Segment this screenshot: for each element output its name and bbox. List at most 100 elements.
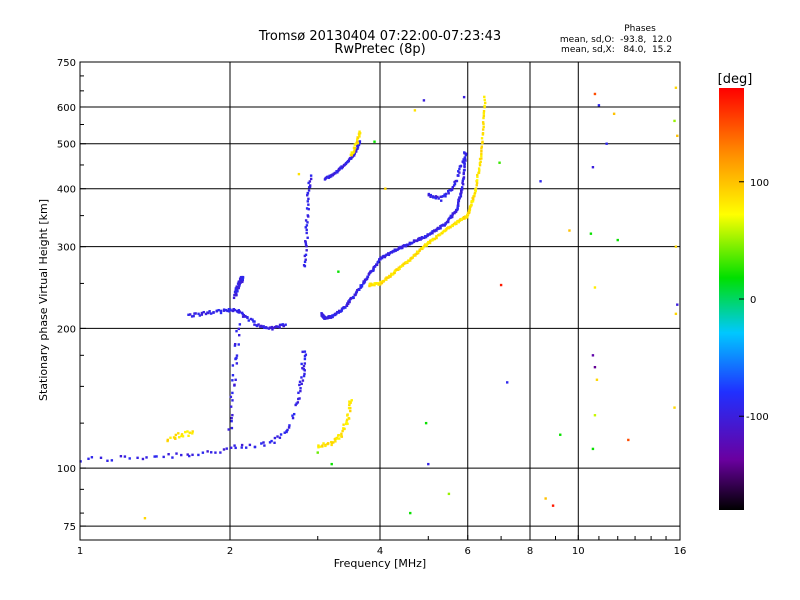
echo-point: [241, 278, 245, 282]
echo-point: [308, 180, 312, 183]
echo-point: [440, 199, 443, 202]
echo-point: [181, 435, 185, 438]
echo-point: [119, 454, 123, 458]
echo-point: [482, 116, 485, 120]
echo-point: [477, 167, 481, 170]
echo-point: [175, 452, 178, 455]
echo-point: [300, 376, 303, 379]
echo-point: [539, 180, 542, 183]
echo-point: [178, 436, 181, 439]
echo-point: [79, 460, 82, 463]
echo-point: [308, 185, 312, 189]
echo-point: [498, 161, 501, 164]
echo-point: [447, 492, 451, 496]
echo-point: [358, 130, 361, 133]
data-points: [79, 86, 679, 520]
echo-point: [234, 446, 237, 450]
echo-point: [426, 234, 429, 237]
echo-point: [477, 171, 481, 174]
echo-point: [347, 300, 350, 303]
echo-point: [256, 324, 259, 328]
echo-point: [230, 419, 233, 423]
echo-point: [232, 296, 236, 300]
echo-point: [482, 110, 486, 113]
echo-point: [427, 462, 430, 466]
x-tick-label: 6: [465, 546, 471, 557]
echo-point: [301, 379, 305, 382]
echo-point: [505, 381, 509, 384]
echo-point: [674, 312, 678, 316]
echo-point: [270, 439, 273, 443]
echo-point: [449, 225, 452, 228]
echo-point: [481, 133, 485, 136]
echo-point: [241, 280, 244, 284]
echo-point: [474, 189, 477, 193]
echo-point: [468, 208, 472, 212]
echo-point: [346, 302, 350, 306]
echo-point: [234, 357, 237, 360]
echo-point: [299, 389, 302, 393]
echo-point: [277, 325, 280, 328]
echo-point: [475, 184, 478, 187]
echo-point: [591, 166, 595, 169]
echo-point: [321, 444, 324, 447]
echo-point: [219, 451, 222, 454]
echo-point: [304, 253, 308, 257]
echo-point: [294, 403, 297, 407]
echo-point: [474, 187, 478, 190]
echo-point: [238, 277, 242, 280]
echo-point: [627, 438, 630, 442]
echo-point: [162, 455, 165, 459]
echo-point: [246, 316, 249, 320]
echo-point: [478, 157, 482, 161]
echo-point: [421, 247, 424, 251]
echo-point: [480, 154, 483, 158]
echo-point: [282, 324, 286, 327]
echo-point: [457, 202, 460, 206]
echo-point: [180, 434, 183, 438]
echo-point: [429, 195, 432, 198]
echo-point: [435, 236, 438, 240]
echo-point: [439, 227, 442, 230]
echo-point: [194, 312, 197, 315]
echo-point: [325, 176, 329, 179]
echo-point: [470, 201, 473, 204]
echo-point: [230, 417, 233, 420]
echo-point: [482, 112, 486, 115]
echo-point: [207, 311, 210, 315]
echo-point: [589, 232, 593, 235]
echo-point: [468, 211, 471, 214]
echo-point: [192, 314, 195, 318]
echo-point: [302, 374, 306, 378]
phases-o-mode: mean, sd,O: -93.8, 12.0: [560, 35, 672, 45]
echo-point: [470, 203, 473, 207]
echo-point: [309, 177, 313, 181]
echo-point: [155, 455, 158, 458]
echo-point: [262, 325, 265, 328]
echo-point: [559, 433, 562, 436]
echo-point: [451, 224, 454, 228]
echo-point: [276, 435, 279, 438]
echo-point: [443, 224, 446, 227]
echo-point: [450, 188, 454, 192]
echo-point: [440, 195, 443, 198]
echo-point: [404, 261, 407, 264]
echo-point: [302, 264, 306, 267]
echo-point: [184, 430, 187, 434]
echo-point: [335, 170, 339, 173]
echo-point: [345, 418, 349, 422]
echo-point: [457, 170, 460, 173]
echo-point: [304, 219, 308, 222]
echo-point: [411, 241, 414, 245]
echo-point: [444, 192, 448, 196]
echo-point: [446, 219, 450, 222]
echo-point: [356, 140, 359, 144]
echo-point: [457, 198, 460, 202]
echo-point: [429, 232, 432, 235]
echo-point: [350, 296, 353, 300]
echo-point: [481, 128, 485, 131]
echo-point: [167, 453, 170, 456]
echo-point: [247, 319, 250, 322]
echo-point: [329, 316, 333, 319]
